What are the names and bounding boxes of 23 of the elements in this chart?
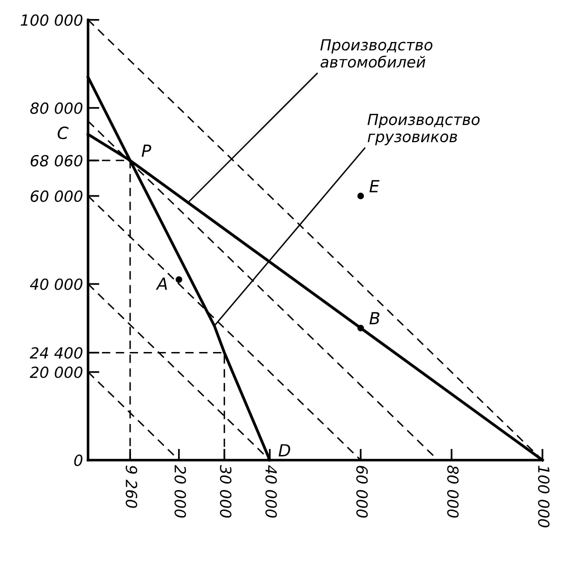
annotation: C <box>58 126 69 140</box>
x-tick-label: 40 000 <box>265 465 277 518</box>
annotation: A <box>156 278 167 290</box>
x-tick-label: 100 000 <box>538 466 550 528</box>
y-tick-label: 40 000 <box>30 278 82 290</box>
annotation: Производство грузовиков <box>368 114 480 146</box>
annotation: B <box>369 312 380 324</box>
y-tick-label: 100 000 <box>20 14 82 26</box>
x-tick-label: 20 000 <box>174 465 186 518</box>
y-tick-label: 68 060 <box>30 154 82 166</box>
y-tick-label: 20 000 <box>30 366 82 378</box>
y-tick-label: 0 <box>74 454 82 466</box>
x-tick-label: 30 000 <box>220 464 232 518</box>
annotation: E <box>369 180 380 192</box>
annotation: D <box>278 444 290 456</box>
annotation: P <box>142 144 152 157</box>
x-tick-label: 9 260 <box>126 466 138 508</box>
x-tick-label: 80 000 <box>447 465 459 518</box>
y-tick-label: 24 400 <box>30 347 82 359</box>
x-tick-label: 60 000 <box>356 466 368 518</box>
annotation: Производство автомобилей <box>320 39 432 68</box>
y-tick-label: 60 000 <box>30 190 82 202</box>
y-tick-label: 80 000 <box>30 102 82 114</box>
